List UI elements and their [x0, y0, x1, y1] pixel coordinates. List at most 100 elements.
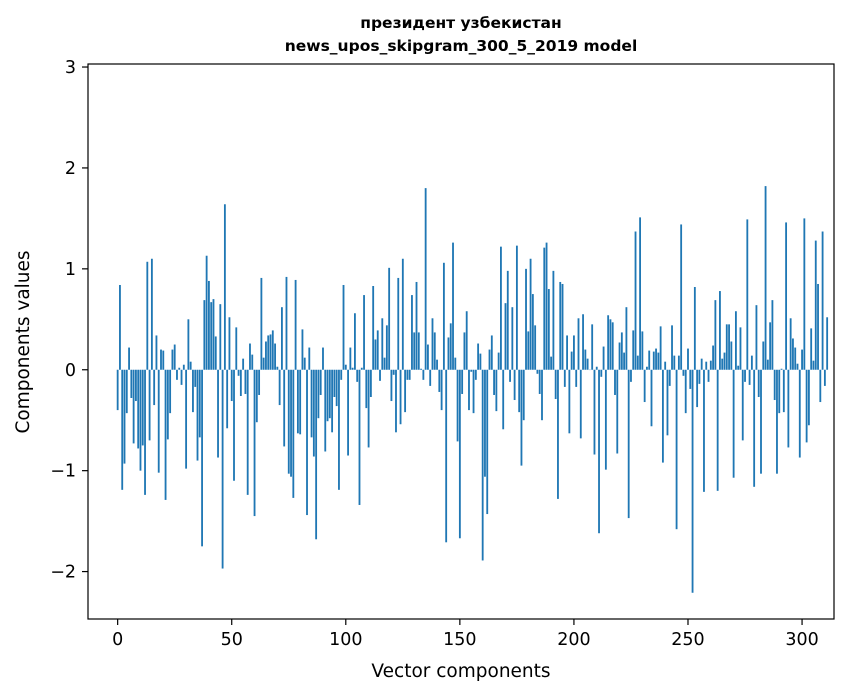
bar-component-208: [591, 324, 594, 370]
bar-component-248: [682, 369, 685, 376]
y-tick-label: 0: [65, 361, 76, 381]
bar-component-299: [798, 369, 801, 458]
bar-component-84: [308, 347, 311, 370]
bar-component-65: [265, 341, 267, 370]
bar-component-227: [634, 231, 637, 370]
bar-component-7: [132, 369, 135, 444]
bar-component-186: [541, 369, 543, 421]
bar-component-309: [821, 231, 824, 370]
bar-component-209: [593, 369, 596, 455]
bar-component-283: [762, 341, 765, 370]
bar-component-271: [734, 311, 737, 370]
bar-component-22: [166, 369, 169, 440]
bar-component-17: [155, 335, 158, 370]
bar-component-212: [600, 369, 603, 377]
bar-component-213: [602, 346, 605, 370]
bar-component-70: [276, 366, 279, 370]
bar-component-76: [290, 369, 292, 477]
bar-component-193: [557, 369, 559, 499]
x-tick-label: 150: [443, 630, 476, 650]
bar-component-181: [529, 258, 532, 370]
bar-component-235: [652, 351, 655, 370]
bar-component-281: [757, 369, 760, 397]
bar-component-95: [333, 369, 336, 397]
bar-component-112: [372, 286, 375, 370]
bar-component-64: [262, 357, 265, 370]
bar-component-54: [239, 369, 242, 396]
bar-component-91: [324, 369, 327, 452]
x-tick-label: 100: [329, 630, 362, 650]
bar-component-75: [287, 369, 290, 474]
bar-component-295: [789, 318, 792, 370]
bar-component-29: [182, 364, 185, 370]
bar-component-238: [659, 326, 662, 370]
bar-component-56: [244, 369, 247, 394]
bar-component-219: [616, 369, 619, 454]
bar-component-298: [796, 363, 799, 370]
bar-component-170: [504, 303, 507, 370]
bar-component-279: [753, 369, 756, 487]
bar-component-19: [160, 349, 162, 370]
bar-component-198: [568, 369, 571, 434]
bar-component-145: [447, 337, 450, 370]
bar-component-250: [687, 348, 689, 370]
bar-component-215: [607, 315, 610, 370]
bar-component-303: [807, 369, 810, 426]
bar-component-287: [771, 300, 774, 370]
bar-component-163: [488, 349, 491, 370]
bar-component-3: [123, 369, 126, 464]
bar-component-188: [545, 242, 548, 370]
bar-component-48: [226, 369, 229, 429]
bar-component-195: [561, 283, 564, 370]
bar-component-274: [741, 369, 744, 441]
bar-component-136: [427, 344, 429, 370]
bar-component-234: [650, 369, 653, 427]
bar-component-69: [274, 343, 276, 370]
bar-component-118: [385, 325, 388, 370]
bar-component-27: [178, 367, 181, 370]
bar-component-187: [543, 247, 546, 370]
bar-component-88: [317, 369, 320, 419]
bar-component-15: [150, 258, 153, 370]
x-axis-ticks: 0 50 100 150 200 250 300: [112, 619, 819, 650]
bar-component-90: [322, 347, 324, 370]
bar-component-214: [604, 369, 607, 470]
bar-component-168: [500, 246, 502, 370]
bar-component-210: [595, 366, 598, 370]
bar-component-175: [515, 245, 518, 370]
bar-component-4: [125, 369, 128, 414]
bar-component-49: [228, 317, 231, 370]
bar-component-179: [525, 268, 527, 370]
y-tick-label: 2: [65, 159, 76, 179]
bar-component-284: [764, 186, 767, 370]
bar-component-152: [463, 332, 466, 370]
bar-component-266: [723, 352, 726, 370]
bar-component-111: [369, 369, 372, 397]
bar-component-290: [778, 369, 781, 414]
bar-component-297: [794, 347, 797, 370]
bar-component-8: [135, 369, 137, 402]
bar-component-25: [173, 344, 176, 370]
bar-component-122: [395, 369, 397, 433]
bar-component-205: [584, 349, 587, 370]
bar-component-85: [310, 369, 313, 438]
bar-component-143: [442, 262, 445, 370]
bar-component-305: [812, 360, 815, 370]
y-tick-label: 3: [65, 58, 76, 78]
bar-component-44: [217, 369, 219, 458]
bar-component-278: [750, 355, 753, 370]
bar-component-304: [810, 328, 813, 370]
bar-component-113: [374, 339, 377, 370]
bar-component-24: [171, 349, 174, 370]
bar-component-308: [819, 369, 822, 403]
bar-component-166: [495, 369, 498, 412]
bar-component-141: [438, 369, 441, 392]
x-tick-label: 50: [221, 630, 243, 650]
bar-component-115: [379, 369, 381, 381]
bar-component-38: [203, 300, 206, 370]
bar-component-294: [787, 369, 790, 448]
bar-component-139: [433, 332, 436, 370]
bar-component-268: [728, 324, 730, 370]
bar-component-289: [776, 369, 778, 474]
bar-component-30: [185, 369, 188, 469]
